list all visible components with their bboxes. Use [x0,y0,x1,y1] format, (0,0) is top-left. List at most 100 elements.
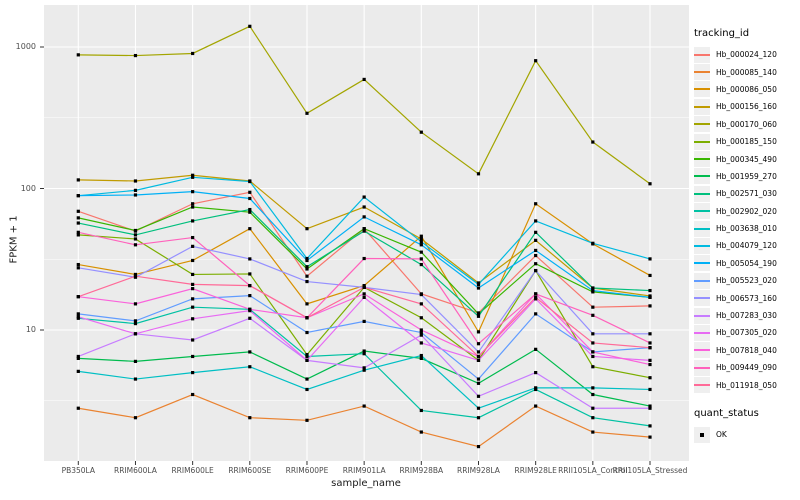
data-point [191,338,195,342]
data-point [76,406,80,410]
data-point [191,173,195,177]
data-point [248,283,252,288]
legend-item: Hb_007283_030 [694,307,800,324]
legend-line-swatch [694,71,710,74]
data-point [648,273,652,278]
legend-line-swatch [694,105,710,108]
data-point [648,288,652,293]
legend-item-label: Hb_000345_490 [716,154,777,164]
data-point [133,321,138,326]
data-point [419,130,423,134]
legend-item: Hb_000024_120 [694,46,800,63]
data-point [648,362,652,367]
data-point [419,330,423,335]
data-point [534,312,538,316]
data-point [76,194,80,198]
legend-item: Hb_009449_090 [694,359,800,376]
data-point [191,244,195,248]
data-point [648,304,652,308]
data-point [248,257,252,261]
data-point [133,302,138,306]
legend-key [694,185,710,202]
data-point [305,418,309,422]
data-point [419,292,423,297]
legend-key [694,307,710,324]
data-point [591,430,595,434]
legend-item-label: Hb_000170_060 [716,119,777,129]
data-point [534,219,538,223]
legend-item: Hb_000085_140 [694,63,800,81]
data-point [648,424,652,428]
data-point [476,444,481,449]
data-point [305,316,309,320]
data-point [362,292,366,296]
data-point [133,272,138,277]
legend-item: Hb_000086_050 [694,81,800,98]
legend-item-label: Hb_000085_140 [716,67,777,77]
y-tick-label: 1000 [15,42,36,51]
data-point [534,59,538,63]
data-point [534,404,538,408]
data-point [534,386,538,390]
data-point [419,250,423,254]
legend-item-label: Hb_003638_010 [716,224,777,234]
data-point [191,297,195,301]
data-point [591,406,595,410]
legend-item: Hb_006573_160 [694,289,800,307]
data-point [419,243,423,247]
data-point [76,295,80,299]
data-point [476,312,481,316]
legend-item-label: Hb_007305_020 [716,328,777,338]
data-point [419,353,423,358]
data-point [591,241,595,245]
legend-item: Hb_002571_030 [694,185,800,202]
data-point [476,354,481,359]
x-tick-label: RRII105LA_Control [558,466,628,475]
data-point [305,258,309,263]
data-point [305,267,309,271]
legend-key [694,342,710,359]
legend-line-swatch [694,227,710,230]
data-point [362,256,366,261]
legend-item-label: Hb_000024_120 [716,50,777,60]
x-tick-label: RRIM600LE [171,466,214,475]
data-point [305,279,309,284]
y-tick-label: 100 [20,183,36,193]
data-point [362,295,366,299]
legend-item: Hb_005523_020 [694,272,800,289]
x-tick-label: RRIM600SE [228,466,272,475]
data-point [76,369,80,373]
data-point [305,227,309,231]
data-point [248,416,252,420]
data-point [76,53,80,57]
legend-key [694,116,710,133]
legend-item-label: Hb_001959_270 [716,171,777,181]
legend-line-swatch [694,314,710,317]
legend-line-swatch [694,262,710,265]
y-tick-label: 10 [25,325,36,334]
data-point [248,179,252,184]
data-point [419,333,423,337]
data-point [419,408,423,413]
data-point [591,354,595,359]
point-marker-icon [700,432,704,437]
legend-item-label: Hb_005523_020 [716,276,777,286]
data-point [191,370,195,375]
legend-key [694,377,710,394]
legend-key [694,324,710,341]
legend-line-swatch [694,53,710,56]
data-point [476,330,481,334]
data-point [648,358,652,362]
data-point [191,202,195,206]
data-point [534,295,538,299]
data-point [191,190,195,194]
legend-item: Hb_001959_270 [694,168,800,185]
data-point [648,295,652,299]
quant-status-key [694,426,710,443]
data-point [476,394,481,398]
data-point [76,266,80,270]
x-tick-label: RRIM928BA [399,466,444,475]
data-point [248,350,252,354]
